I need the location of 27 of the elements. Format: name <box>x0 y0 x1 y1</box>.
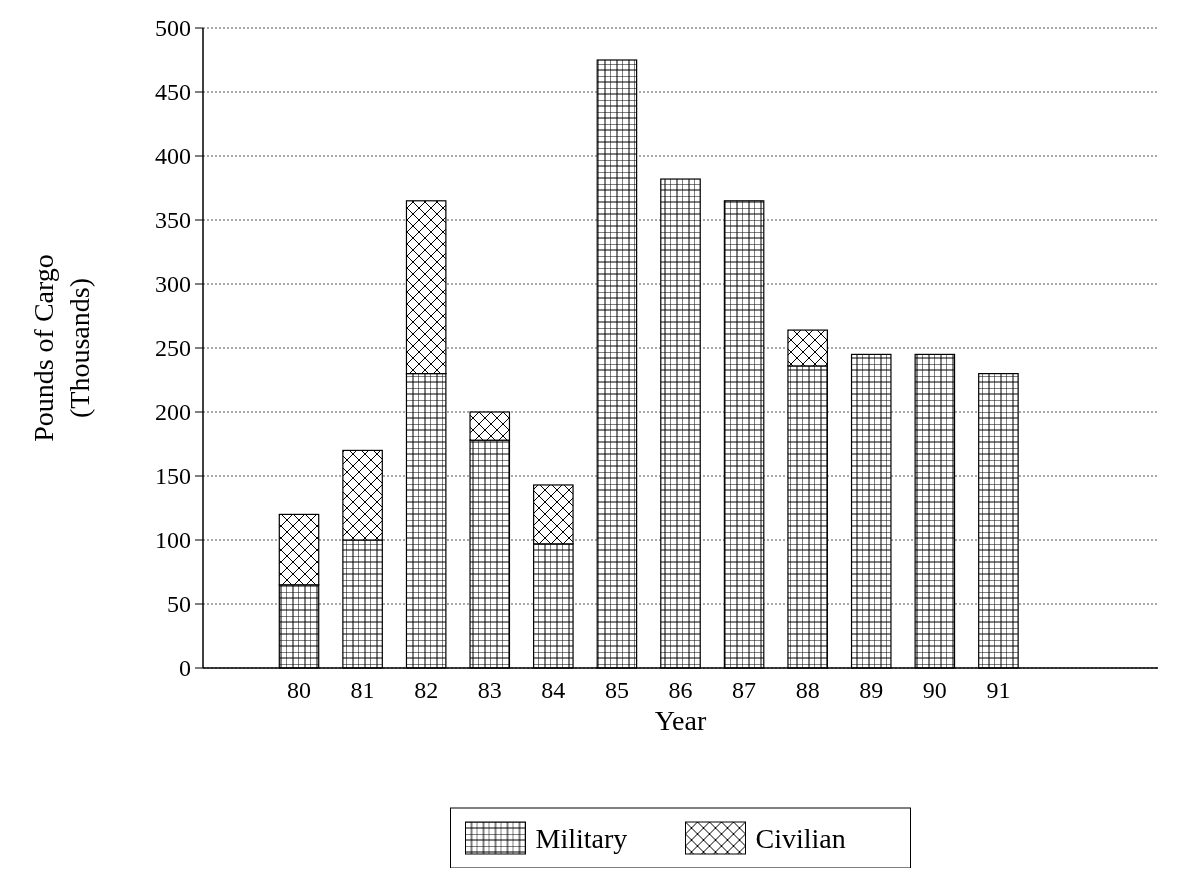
legend-label: Civilian <box>755 823 846 854</box>
x-tick-label: 88 <box>795 677 820 703</box>
x-tick-label: 81 <box>350 677 375 703</box>
y-tick-label: 450 <box>155 79 191 106</box>
x-tick-label: 86 <box>668 677 693 703</box>
x-tick-label: 82 <box>414 677 439 703</box>
y-tick-label: 0 <box>179 655 191 682</box>
y-axis-title: Pounds of Cargo (Thousands) <box>28 254 95 442</box>
y-tick-label: 50 <box>167 591 191 618</box>
y-tick-label: 500 <box>155 15 191 42</box>
x-tick-label: 80 <box>287 677 312 703</box>
y-tick-label: 250 <box>155 335 191 362</box>
y-tick-label: 350 <box>155 207 191 234</box>
y-tick-label: 300 <box>155 271 191 298</box>
y-tick-label: 150 <box>155 463 191 490</box>
x-tick-label: 87 <box>732 677 757 703</box>
y-tick-label: 200 <box>155 399 191 426</box>
x-tick-label: 90 <box>922 677 947 703</box>
x-tick-label: 83 <box>477 677 502 703</box>
x-tick-label: 89 <box>859 677 884 703</box>
y-tick-label: 400 <box>155 143 191 170</box>
x-tick-label: 91 <box>986 677 1011 703</box>
x-tick-label: 85 <box>604 677 629 703</box>
x-tick-label: 84 <box>541 677 566 703</box>
x-axis-title: Year <box>654 705 707 736</box>
y-tick-label: 100 <box>155 527 191 554</box>
legend-label: Military <box>535 823 628 854</box>
